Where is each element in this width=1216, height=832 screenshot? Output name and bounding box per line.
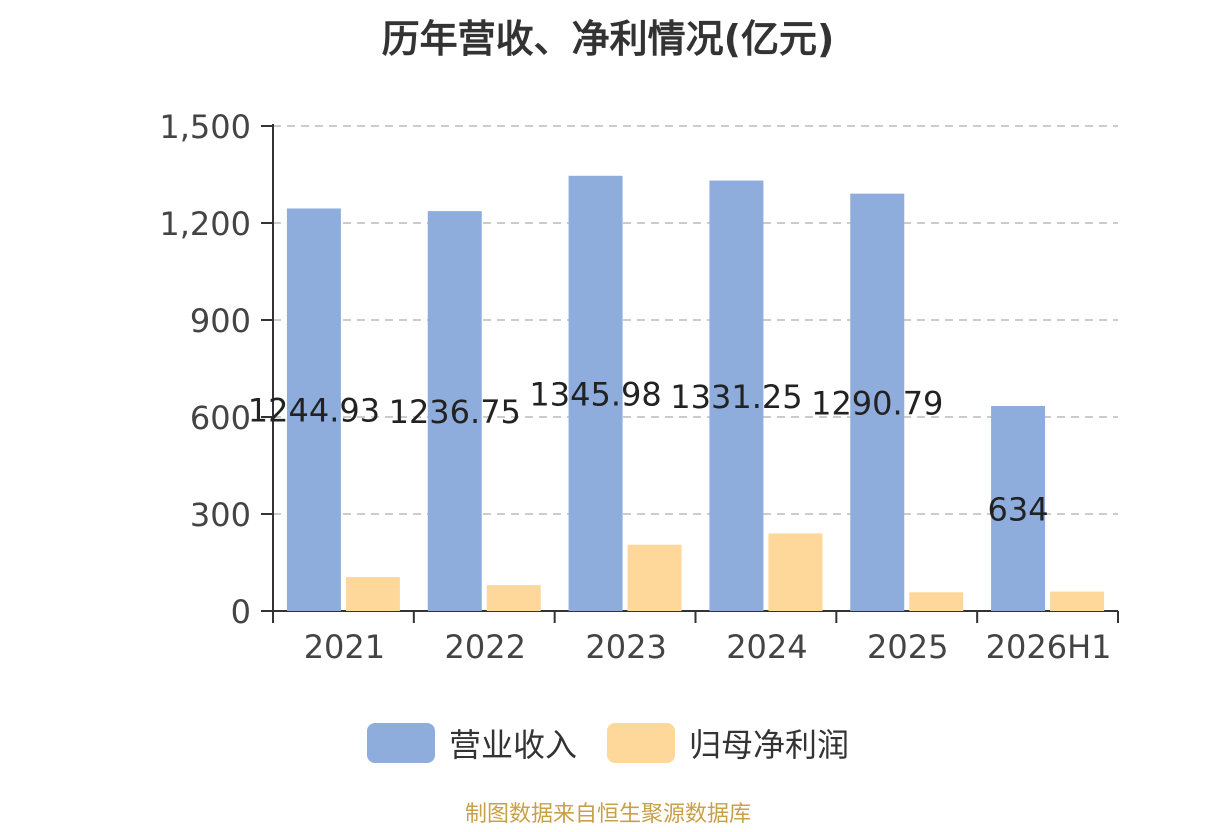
y-tick-label: 600 xyxy=(190,399,251,437)
y-tick-label: 0 xyxy=(231,593,251,631)
x-tick-label: 2021 xyxy=(304,628,385,666)
bar-profit xyxy=(768,533,823,611)
source-footer: 制图数据来自恒生聚源数据库 xyxy=(464,802,751,827)
bar-revenue xyxy=(850,193,905,611)
y-tick-label: 300 xyxy=(190,496,251,534)
data-label-revenue: 1345.98 xyxy=(529,375,661,413)
chart-title: 历年营收、净利情况(亿元) xyxy=(381,17,835,61)
data-label-revenue: 1236.75 xyxy=(389,393,521,431)
legend-item-revenue[interactable]: 营业收入 xyxy=(366,720,577,766)
data-label-revenue: 1290.79 xyxy=(811,384,943,422)
y-tick-label: 900 xyxy=(190,302,251,340)
data-label-revenue: 1244.93 xyxy=(248,392,380,430)
bar-profit xyxy=(627,544,682,611)
x-tick-label: 2022 xyxy=(445,628,526,666)
data-labels: 1244.93 1236.75 1345.98 1331.25 1290.79 634 xyxy=(248,375,1049,528)
x-tick-label: 2026H1 xyxy=(986,628,1112,666)
bar-profit xyxy=(1050,591,1105,611)
bar-revenue xyxy=(286,208,341,611)
grid-lines xyxy=(273,125,1118,515)
y-tick-label: 1,200 xyxy=(159,205,251,243)
bar-revenue xyxy=(427,211,482,611)
legend-swatch-profit xyxy=(607,723,675,763)
legend-label-revenue: 营业收入 xyxy=(448,726,577,764)
y-tick-label: 1,500 xyxy=(159,108,251,146)
bar-profit xyxy=(486,585,541,611)
bar-revenue xyxy=(991,406,1046,611)
data-label-revenue: 634 xyxy=(988,491,1049,529)
bar-profit xyxy=(345,577,400,611)
x-tick-label: 2024 xyxy=(726,628,807,666)
bar-profit xyxy=(909,592,964,611)
bar-revenue xyxy=(568,175,623,611)
data-label-revenue: 1331.25 xyxy=(670,378,802,416)
x-tick-label: 2025 xyxy=(867,628,948,666)
x-tick-label: 2023 xyxy=(585,628,666,666)
legend-label-profit: 归母净利润 xyxy=(689,726,850,764)
bars xyxy=(286,175,1105,611)
legend: 营业收入 归母净利润 xyxy=(0,720,1216,766)
axes: 0 300 600 900 1,200 1,500 2021 2022 2023 2024 2025… xyxy=(159,108,1119,666)
legend-swatch-revenue xyxy=(366,723,435,763)
legend-item-profit[interactable]: 归母净利润 xyxy=(607,720,849,766)
bar-revenue xyxy=(709,180,764,611)
